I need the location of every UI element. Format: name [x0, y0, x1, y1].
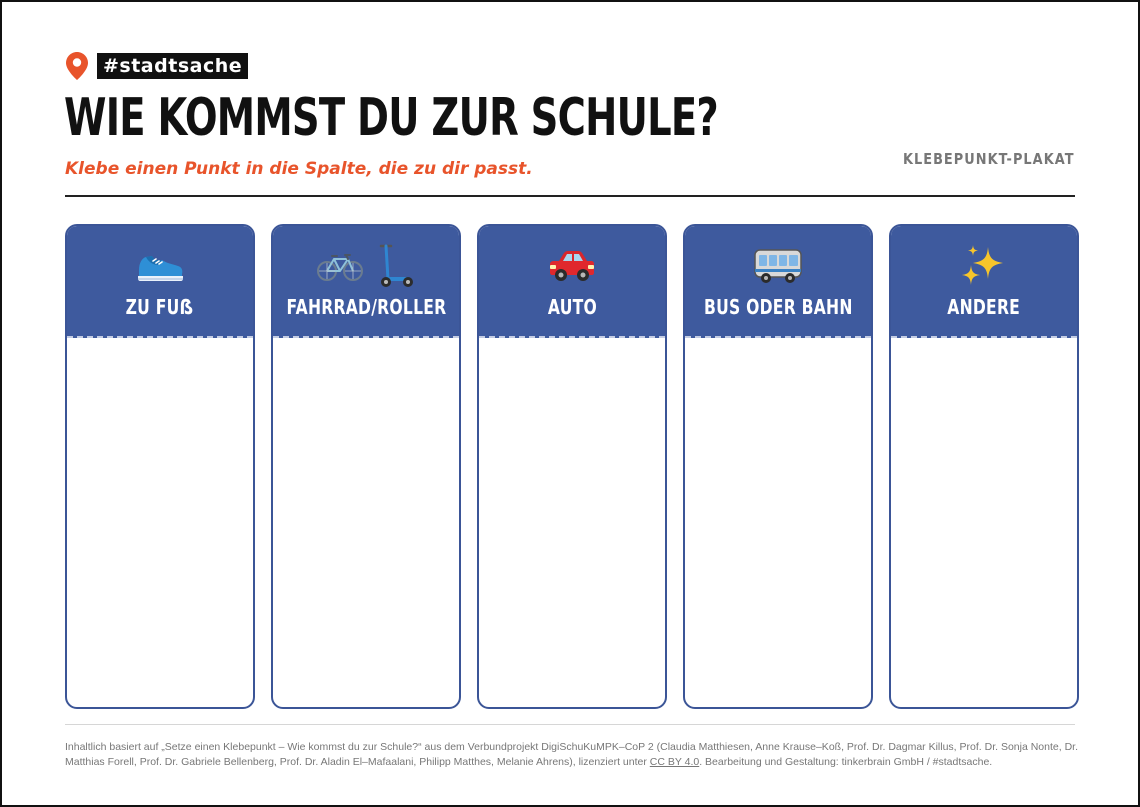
page-subtitle: Klebe einen Punkt in die Spalte, die zu …: [65, 159, 533, 179]
header-divider: [65, 195, 1075, 197]
sticker-area[interactable]: [891, 338, 1077, 707]
footer-text: Inhaltlich basiert auf „Setze einen Kleb…: [65, 741, 1078, 768]
column-label: ZU FUẞ: [125, 295, 195, 319]
sticker-area[interactable]: [685, 338, 871, 707]
column-header: BUS ODER BAHN: [685, 226, 871, 338]
car-icon: [550, 251, 594, 281]
scooter-icon: [379, 244, 413, 287]
poster-type-label: KLEBEPUNKT-PLAKAT: [903, 150, 1075, 168]
sticker-area[interactable]: [273, 338, 459, 707]
sticker-area[interactable]: [479, 338, 665, 707]
bicycle-icon: [317, 254, 363, 281]
sticker-area[interactable]: [67, 338, 253, 707]
brand-tag: #stadtsache: [97, 53, 249, 79]
bus-icon: [754, 249, 802, 283]
page-title: WIE KOMMST DU ZUR SCHULE?: [64, 88, 719, 148]
column-bus-oder-bahn: BUS ODER BAHN: [683, 224, 873, 709]
footer-divider: [65, 724, 1075, 725]
column-header: FAHRRAD/ROLLER: [273, 226, 459, 338]
sneaker-icon: [138, 256, 183, 281]
brand: #stadtsache: [65, 51, 249, 81]
column-header: AUTO: [479, 226, 665, 338]
license-link[interactable]: CC BY 4.0: [649, 756, 700, 768]
column-label: BUS ODER BAHN: [703, 295, 853, 319]
column-zu-fuss: ZU FUẞ: [65, 224, 255, 709]
column-label: ANDERE: [947, 295, 1021, 319]
column-andere: ANDERE: [889, 224, 1079, 709]
bicycle-and-scooter-icon: [316, 242, 416, 290]
column-header: ZU FUẞ: [67, 226, 253, 338]
footer-credits: Inhaltlich basiert auf „Setze einen Kleb…: [65, 740, 1083, 770]
sparkles-icon: [962, 245, 1003, 285]
column-header: ANDERE: [891, 226, 1077, 338]
column-label: FAHRRAD/ROLLER: [286, 295, 446, 319]
column-fahrrad-roller: FAHRRAD/ROLLER: [271, 224, 461, 709]
footer-text-end: . Bearbeitung und Gestaltung: tinkerbrai…: [699, 756, 993, 768]
column-label: AUTO: [547, 295, 597, 319]
column-auto: AUTO: [477, 224, 667, 709]
column-row: ZU FUẞ: [65, 224, 1079, 709]
location-pin-icon: [66, 52, 88, 80]
